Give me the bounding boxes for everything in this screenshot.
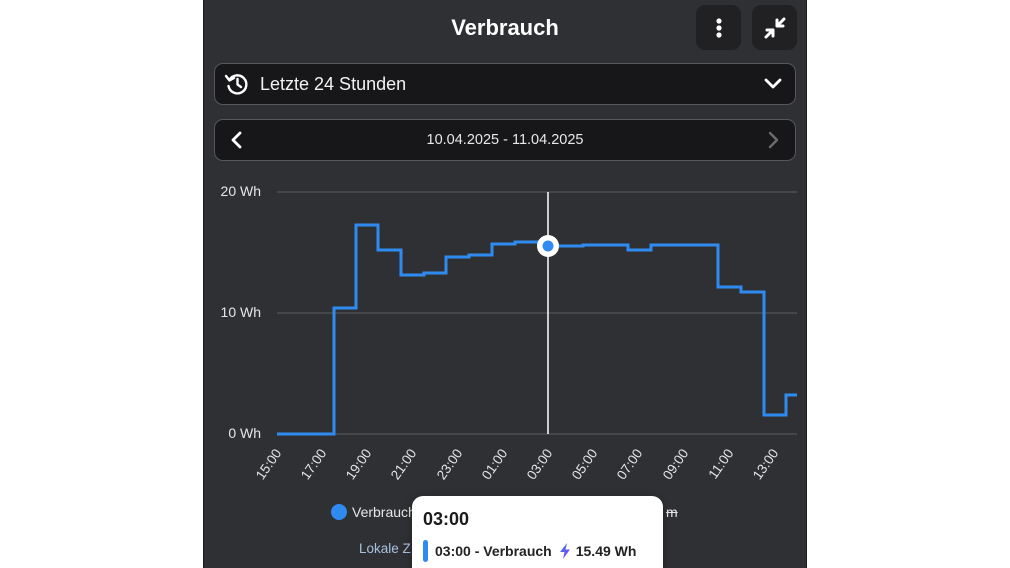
history-icon: [224, 74, 248, 95]
x-tick-label: 19:00: [343, 446, 375, 482]
x-tick-label: 21:00: [388, 446, 420, 482]
active-data-point: [537, 235, 559, 257]
legend-item-hidden-series[interactable]: m: [666, 504, 678, 520]
tooltip-title: 03:00: [423, 509, 470, 529]
y-axis: 20 Wh 10 Wh 0 Wh: [221, 183, 261, 441]
consumption-chart[interactable]: 20 Wh 10 Wh 0 Wh 15:00 17:00 19:00 21:00…: [204, 170, 807, 500]
tooltip-row-label: 03:00 - Verbrauch: [435, 543, 552, 559]
chevron-right-icon: [768, 131, 779, 149]
y-tick-label: 20 Wh: [221, 183, 261, 199]
timezone-note: Lokale Z: [359, 541, 411, 556]
chart-tooltip: 03:00 03:00 - Verbrauch 15.49 Wh: [412, 496, 663, 568]
lightning-icon: [559, 543, 570, 559]
date-navigation: 10.04.2025 - 11.04.2025: [214, 119, 796, 161]
tooltip-value: 15.49 Wh: [575, 543, 637, 559]
time-range-select[interactable]: Letzte 24 Stunden: [214, 63, 796, 105]
energy-card: Verbrauch Letzte 24 Stunden 10.04.2025 -…: [203, 0, 807, 568]
tooltip-row: 03:00 - Verbrauch 15.49 Wh: [423, 540, 636, 562]
x-tick-label: 03:00: [524, 446, 556, 482]
x-tick-label: 23:00: [434, 446, 466, 482]
x-tick-label: 15:00: [253, 446, 285, 482]
x-tick-label: 13:00: [750, 446, 782, 482]
x-tick-label: 11:00: [705, 446, 736, 481]
chevron-down-icon: [764, 78, 782, 89]
y-tick-label: 0 Wh: [228, 425, 261, 441]
y-tick-label: 10 Wh: [221, 304, 261, 320]
time-range-value: Letzte 24 Stunden: [260, 73, 407, 94]
legend-label: Verbrauch: [352, 504, 416, 520]
collapse-button[interactable]: [752, 5, 797, 50]
x-tick-label: 09:00: [660, 446, 692, 482]
more-vertical-icon: [715, 17, 722, 38]
collapse-arrows-icon: [764, 17, 785, 38]
x-tick-label: 01:00: [479, 446, 511, 482]
card-title: Verbrauch: [451, 15, 559, 40]
legend-label-hidden: m: [666, 504, 678, 520]
x-tick-label: 07:00: [614, 446, 646, 482]
series-color-bar: [423, 540, 428, 562]
more-menu-button[interactable]: [696, 5, 741, 50]
grid-lines: [277, 191, 797, 435]
legend-item-verbrauch[interactable]: Verbrauch: [331, 504, 416, 520]
x-axis: 15:00 17:00 19:00 21:00 23:00 01:00 03:0…: [253, 446, 782, 482]
legend-color-dot: [331, 504, 347, 520]
x-tick-label: 05:00: [569, 446, 601, 482]
chevron-left-icon: [231, 131, 242, 149]
date-range-label: 10.04.2025 - 11.04.2025: [426, 132, 584, 148]
next-period-button[interactable]: [755, 121, 791, 159]
x-tick-label: 17:00: [298, 446, 330, 482]
previous-period-button[interactable]: [219, 121, 255, 159]
consumption-series-line: [277, 223, 797, 436]
